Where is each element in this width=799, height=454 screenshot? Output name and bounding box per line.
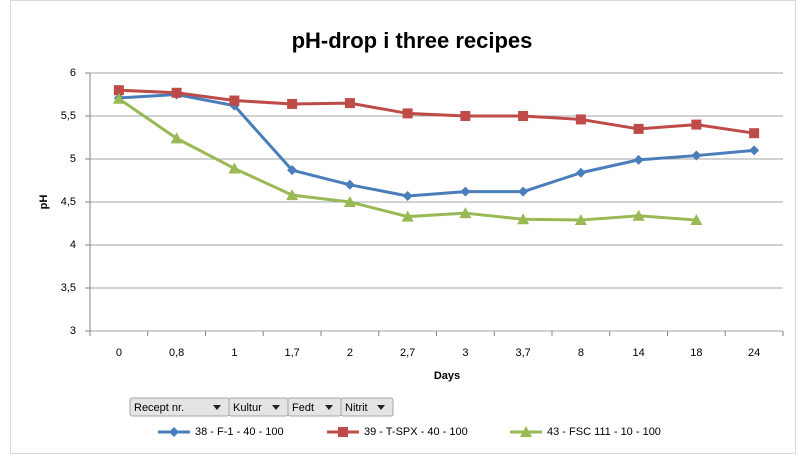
point bbox=[691, 119, 702, 130]
field-button[interactable] bbox=[340, 397, 394, 417]
legend-marker bbox=[169, 427, 179, 437]
y-tick-label: 6 bbox=[70, 67, 76, 79]
point bbox=[518, 111, 529, 121]
point bbox=[518, 186, 529, 197]
point bbox=[401, 210, 414, 222]
dropdown-arrow bbox=[377, 405, 385, 410]
point bbox=[517, 213, 530, 225]
point bbox=[344, 98, 355, 109]
x-tick-label: 1 bbox=[231, 347, 237, 359]
x-axis-label: Days bbox=[434, 370, 460, 382]
dropdown-arrow bbox=[325, 405, 333, 410]
point bbox=[286, 189, 299, 201]
chart-area bbox=[10, 0, 796, 454]
x-tick-label: 18 bbox=[690, 347, 702, 359]
series-line bbox=[118, 88, 755, 135]
point bbox=[633, 154, 644, 165]
point bbox=[112, 92, 125, 104]
y-tick-label: 3,5 bbox=[61, 282, 76, 294]
point bbox=[460, 111, 471, 121]
field-button-label: Recept nr. bbox=[134, 402, 184, 414]
x-tick-label: 1,7 bbox=[284, 347, 299, 359]
legend-label: 39 - T-SPX - 40 - 100 bbox=[364, 426, 468, 438]
y-axis-label: pH bbox=[38, 195, 50, 210]
point bbox=[574, 214, 587, 226]
point bbox=[343, 196, 356, 207]
legend-marker bbox=[338, 427, 348, 437]
series-line bbox=[118, 93, 755, 198]
point bbox=[228, 162, 241, 174]
x-tick-label: 8 bbox=[578, 347, 584, 359]
x-tick-label: 14 bbox=[633, 347, 645, 359]
point bbox=[460, 186, 471, 197]
point bbox=[113, 85, 124, 96]
x-tick-label: 0,8 bbox=[169, 347, 184, 359]
point bbox=[402, 108, 413, 119]
point bbox=[632, 209, 645, 221]
y-tick-label: 5,5 bbox=[61, 110, 76, 122]
y-tick-label: 3 bbox=[70, 325, 76, 337]
field-button-label: Nitrit bbox=[345, 402, 368, 414]
x-tick-label: 2 bbox=[347, 347, 353, 359]
field-button-label: Fedt bbox=[292, 402, 314, 414]
point bbox=[459, 207, 472, 219]
dropdown-arrow bbox=[272, 405, 280, 410]
point bbox=[749, 145, 760, 156]
y-tick-label: 5 bbox=[70, 153, 76, 165]
legend-label: 38 - F-1 - 40 - 100 bbox=[195, 426, 284, 438]
chart-title: pH-drop i three recipes bbox=[292, 28, 533, 53]
point bbox=[575, 114, 586, 125]
field-button-label: Kultur bbox=[233, 402, 262, 414]
point bbox=[171, 87, 182, 98]
legend-label: 43 - FSC 111 - 10 - 100 bbox=[547, 426, 661, 438]
x-tick-label: 2,7 bbox=[400, 347, 415, 359]
point bbox=[575, 167, 586, 178]
point bbox=[749, 128, 760, 139]
x-tick-label: 3,7 bbox=[515, 347, 530, 359]
point bbox=[633, 123, 644, 134]
y-tick-label: 4 bbox=[70, 239, 76, 251]
x-tick-label: 0 bbox=[116, 347, 122, 359]
point bbox=[229, 95, 240, 106]
point bbox=[402, 190, 413, 201]
point bbox=[170, 132, 183, 144]
y-tick-label: 4,5 bbox=[61, 196, 76, 208]
x-tick-label: 3 bbox=[462, 347, 468, 359]
x-tick-label: 24 bbox=[748, 347, 760, 359]
point bbox=[287, 165, 298, 176]
point bbox=[344, 179, 355, 190]
point bbox=[287, 98, 298, 109]
dropdown-arrow bbox=[213, 405, 221, 410]
point bbox=[690, 214, 703, 226]
legend-marker bbox=[520, 426, 532, 437]
point bbox=[691, 150, 702, 161]
